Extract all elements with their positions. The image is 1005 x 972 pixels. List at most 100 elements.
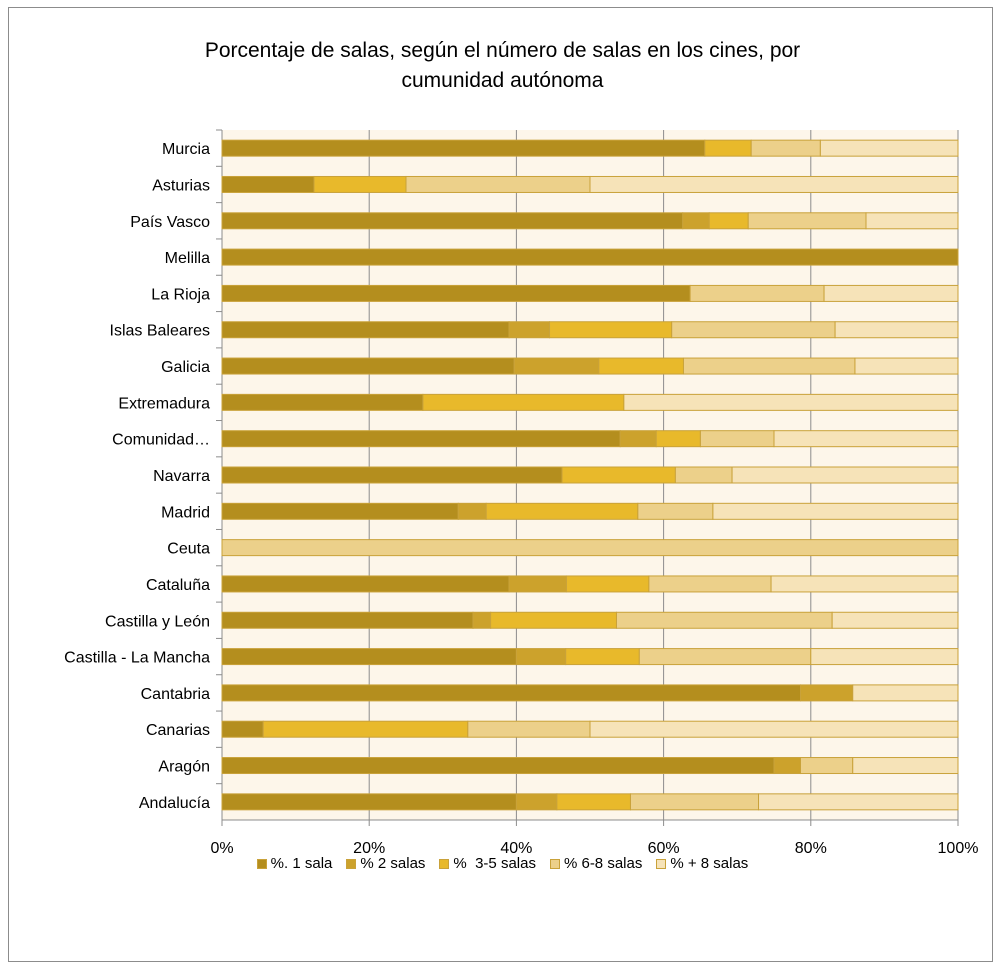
bar-segment [589,175,959,193]
bar-segment [799,684,854,702]
bar-segment [671,321,836,339]
bar-segment [704,139,752,157]
bar-segment [619,430,657,448]
bar-segment [615,611,833,629]
bar-segment [758,793,959,811]
bar-segment [623,393,959,411]
y-tick-label: Ceuta [167,541,210,558]
bar-segment [221,648,517,666]
x-tick-label: 20% [353,840,385,857]
x-tick-label: 80% [795,840,827,857]
bar-segment [731,466,959,484]
y-tick-label: Extremadura [118,395,210,412]
bar-segment [708,212,749,230]
y-tick-label: Castilla y León [105,613,210,630]
bar-segment [638,648,812,666]
legend-item: % 6-8 salas [549,855,643,872]
y-tick-label: Aragón [158,759,210,776]
legend-swatch [346,858,357,869]
bar-segment [629,793,760,811]
bar-segment [674,466,733,484]
bar-segment [689,284,825,302]
bar-segment [221,321,510,339]
bar-segment [598,357,684,375]
bar-segment [556,793,631,811]
bar-segment [834,321,959,339]
legend-swatch [549,858,560,869]
x-tick-label: 60% [648,840,680,857]
y-tick-label: Asturias [152,177,210,194]
x-tick-label: 100% [938,840,979,857]
y-tick-label: Castilla - La Mancha [64,650,210,667]
bar-segment [485,502,639,520]
bar-segment [750,139,821,157]
bar-segment [810,648,959,666]
legend-item: % 2 salas [346,855,425,872]
bar-segment [508,321,551,339]
y-tick-label: País Vasco [130,214,210,231]
legend-item: %. 1 sala [256,855,333,872]
bar-segment [549,321,673,339]
bar-segment [852,684,959,702]
bar-segment [221,502,459,520]
bar-segment [262,720,469,738]
bar-segment [565,575,650,593]
bar-segment [747,212,867,230]
bar-segment [221,393,424,411]
bar-segment [221,611,474,629]
y-tick-label: Murcia [162,141,210,158]
bar-segment [221,430,621,448]
bar-segment [221,575,510,593]
y-tick-label: Cantabria [141,686,210,703]
bar-segment [221,757,775,775]
legend-item: % + 8 salas [656,855,748,872]
legend-label: % 2 salas [360,855,426,872]
bar-segment [819,139,959,157]
bar-segment [515,648,567,666]
legend-label: % 6-8 salas [563,855,643,872]
bar-segment [831,611,959,629]
bar-segment [405,175,591,193]
y-tick-label: Comunidad… [112,432,210,449]
chart-title-line-1: Porcentaje de salas, según el número de … [204,39,801,62]
y-tick-label: Canarias [146,722,210,739]
y-tick-label: Navarra [153,468,210,485]
bar-segment [770,575,959,593]
bar-segment [773,430,959,448]
bar-segment [655,430,701,448]
bar-segment [490,611,617,629]
bar-segment [589,720,959,738]
bar-segment [565,648,640,666]
bar-segment [682,212,710,230]
bar-segment [221,284,691,302]
bar-segment [221,175,315,193]
bar-segment [561,466,676,484]
bar-segment [515,793,558,811]
chart-legend: %. 1 sala % 2 salas % 3-5 salas % 6-8 salas… [0,855,1005,872]
bar-segment [221,793,517,811]
y-tick-label: Madrid [161,504,210,521]
y-tick-label: Melilla [165,250,210,267]
bar-segment [852,757,959,775]
bar-segment [221,212,684,230]
bar-segment [865,212,959,230]
legend-swatch [656,858,667,869]
bar-segment [513,357,600,375]
bar-segment [508,575,567,593]
bar-segment [637,502,714,520]
bar-segment [472,611,492,629]
legend-label: % + 8 salas [670,855,749,872]
bar-segment [712,502,959,520]
bar-segment [682,357,856,375]
bar-segment [773,757,801,775]
bar-segment [221,684,801,702]
bar-segment [221,539,959,557]
legend-label: %. 1 sala [270,855,333,872]
y-tick-label: Cataluña [146,577,210,594]
bar-segment [823,284,959,302]
legend-swatch [256,858,267,869]
bar-segment [221,466,563,484]
bar-segment [422,393,625,411]
bar-segment [799,757,854,775]
